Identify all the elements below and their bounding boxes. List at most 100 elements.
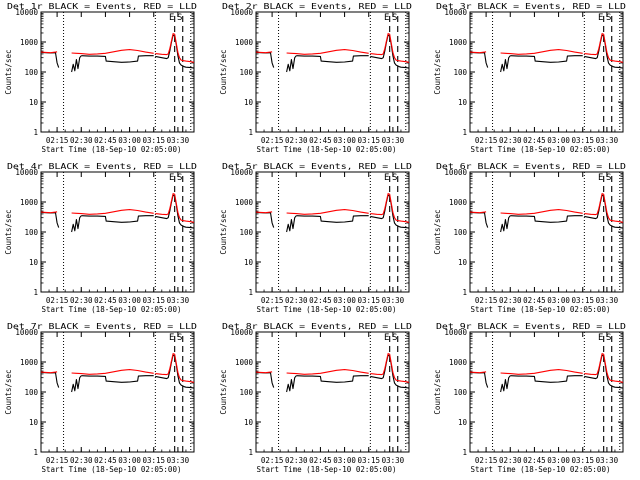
subplot-title: Det 9r BLACK = Events, RED = LLD	[436, 321, 626, 331]
x-tick-label: 02:30	[499, 136, 522, 145]
x-tick-label: 03:15	[571, 296, 594, 305]
y-tick-label: 10000	[230, 8, 253, 17]
y-tick-label: 100	[453, 68, 467, 77]
x-tick-label: 02:45	[94, 136, 117, 145]
subplot-title: Det 5r BLACK = Events, RED = LLD	[222, 161, 412, 171]
y-tick-label: 10000	[230, 168, 253, 177]
series-events-line	[286, 375, 297, 393]
marker-label-s: S	[606, 333, 611, 343]
y-tick-label: 1	[248, 448, 253, 457]
series-events-line	[296, 375, 369, 383]
x-tick-label: 02:15	[475, 136, 498, 145]
x-tick-label: 03:00	[118, 136, 141, 145]
series-events-line	[296, 215, 369, 223]
y-tick-label: 10	[244, 98, 254, 107]
marker-label-s: S	[392, 13, 397, 23]
marker-label-s: S	[606, 13, 611, 23]
y-tick-label: 100	[24, 228, 38, 237]
x-tick-label: 03:15	[357, 136, 380, 145]
series-events-line	[510, 55, 583, 63]
series-events-line	[40, 211, 60, 228]
subplot-8: Det 8r BLACK = Events, RED = LLD 1 10 100 10…	[219, 321, 412, 474]
x-tick-label: 02:30	[285, 296, 308, 305]
x-tick-label: 03:30	[167, 456, 190, 465]
subplot-6: Det 6r BLACK = Events, RED = LLD 1 10 100 10…	[433, 161, 626, 314]
x-tick-label: 03:30	[596, 296, 619, 305]
x-axis-label: Start Time (18-Sep-10 02:05:00)	[471, 305, 611, 314]
series-lld-line	[370, 193, 410, 223]
y-tick-label: 1	[248, 128, 253, 137]
x-tick-label: 02:15	[46, 296, 69, 305]
series-events-line	[296, 55, 369, 63]
series-lld-line	[71, 369, 154, 375]
x-tick-label: 02:45	[94, 296, 117, 305]
x-tick-label: 02:15	[475, 296, 498, 305]
y-tick-label: 1	[462, 448, 467, 457]
x-tick-label: 02:15	[46, 456, 69, 465]
series-lld-line	[370, 353, 410, 383]
x-tick-label: 03:00	[547, 136, 570, 145]
y-axis-label: Counts/sec	[433, 49, 442, 94]
series-lld-line	[155, 353, 195, 383]
series-lld-line	[370, 33, 410, 63]
y-axis-label: Counts/sec	[4, 209, 13, 254]
x-tick-label: 03:15	[142, 136, 165, 145]
y-tick-label: 10000	[444, 328, 467, 337]
x-axis-label: Start Time (18-Sep-10 02:05:00)	[257, 145, 397, 154]
y-tick-label: 100	[24, 388, 38, 397]
subplot-3: Det 3r BLACK = Events, RED = LLD 1 10 100 10…	[433, 1, 626, 154]
x-tick-label: 02:15	[475, 456, 498, 465]
series-lld-line	[584, 193, 624, 223]
subplot-5: Det 5r BLACK = Events, RED = LLD 1 10 100 10…	[219, 161, 412, 314]
x-tick-label: 03:15	[357, 456, 380, 465]
series-events-line	[286, 55, 297, 73]
y-tick-label: 1	[248, 288, 253, 297]
x-tick-label: 03:30	[382, 296, 405, 305]
y-tick-label: 100	[24, 68, 38, 77]
series-events-line	[71, 375, 82, 393]
x-tick-label: 02:30	[70, 296, 93, 305]
subplot-title: Det 7r BLACK = Events, RED = LLD	[7, 321, 197, 331]
series-events-line	[71, 55, 82, 73]
y-tick-label: 100	[453, 388, 467, 397]
x-tick-label: 02:45	[523, 296, 546, 305]
series-events-line	[510, 215, 583, 223]
x-tick-label: 02:15	[46, 136, 69, 145]
series-lld-line	[469, 211, 487, 214]
series-events-line	[40, 51, 60, 68]
y-tick-label: 10	[458, 258, 468, 267]
x-tick-label: 03:30	[382, 456, 405, 465]
y-tick-label: 10	[29, 258, 39, 267]
y-tick-label: 10000	[15, 168, 38, 177]
series-events-line	[81, 55, 154, 63]
x-axis-label: Start Time (18-Sep-10 02:05:00)	[42, 305, 182, 314]
series-events-line	[510, 375, 583, 383]
x-axis-label: Start Time (18-Sep-10 02:05:00)	[42, 465, 182, 474]
y-axis-label: Counts/sec	[433, 209, 442, 254]
x-tick-label: 03:15	[571, 456, 594, 465]
series-events-line	[469, 51, 489, 68]
y-tick-label: 10	[244, 258, 254, 267]
x-tick-label: 03:15	[142, 296, 165, 305]
marker-label-s: S	[392, 173, 397, 183]
y-tick-label: 1000	[20, 38, 39, 47]
marker-label-s: S	[177, 333, 182, 343]
subplot-title: Det 8r BLACK = Events, RED = LLD	[222, 321, 412, 331]
x-tick-label: 03:00	[333, 456, 356, 465]
series-events-line	[500, 55, 511, 73]
series-events-line	[500, 375, 511, 393]
y-tick-label: 100	[239, 228, 253, 237]
marker-label-s: S	[392, 333, 397, 343]
series-lld-line	[286, 49, 369, 55]
series-lld-line	[469, 51, 487, 54]
series-events-line	[40, 371, 60, 388]
y-tick-label: 10000	[230, 328, 253, 337]
x-axis-label: Start Time (18-Sep-10 02:05:00)	[471, 465, 611, 474]
series-lld-line	[500, 209, 583, 215]
y-tick-label: 10000	[15, 8, 38, 17]
series-events-line	[286, 215, 297, 233]
marker-label-s: S	[177, 173, 182, 183]
y-tick-label: 1	[33, 448, 38, 457]
y-tick-label: 1000	[235, 38, 254, 47]
